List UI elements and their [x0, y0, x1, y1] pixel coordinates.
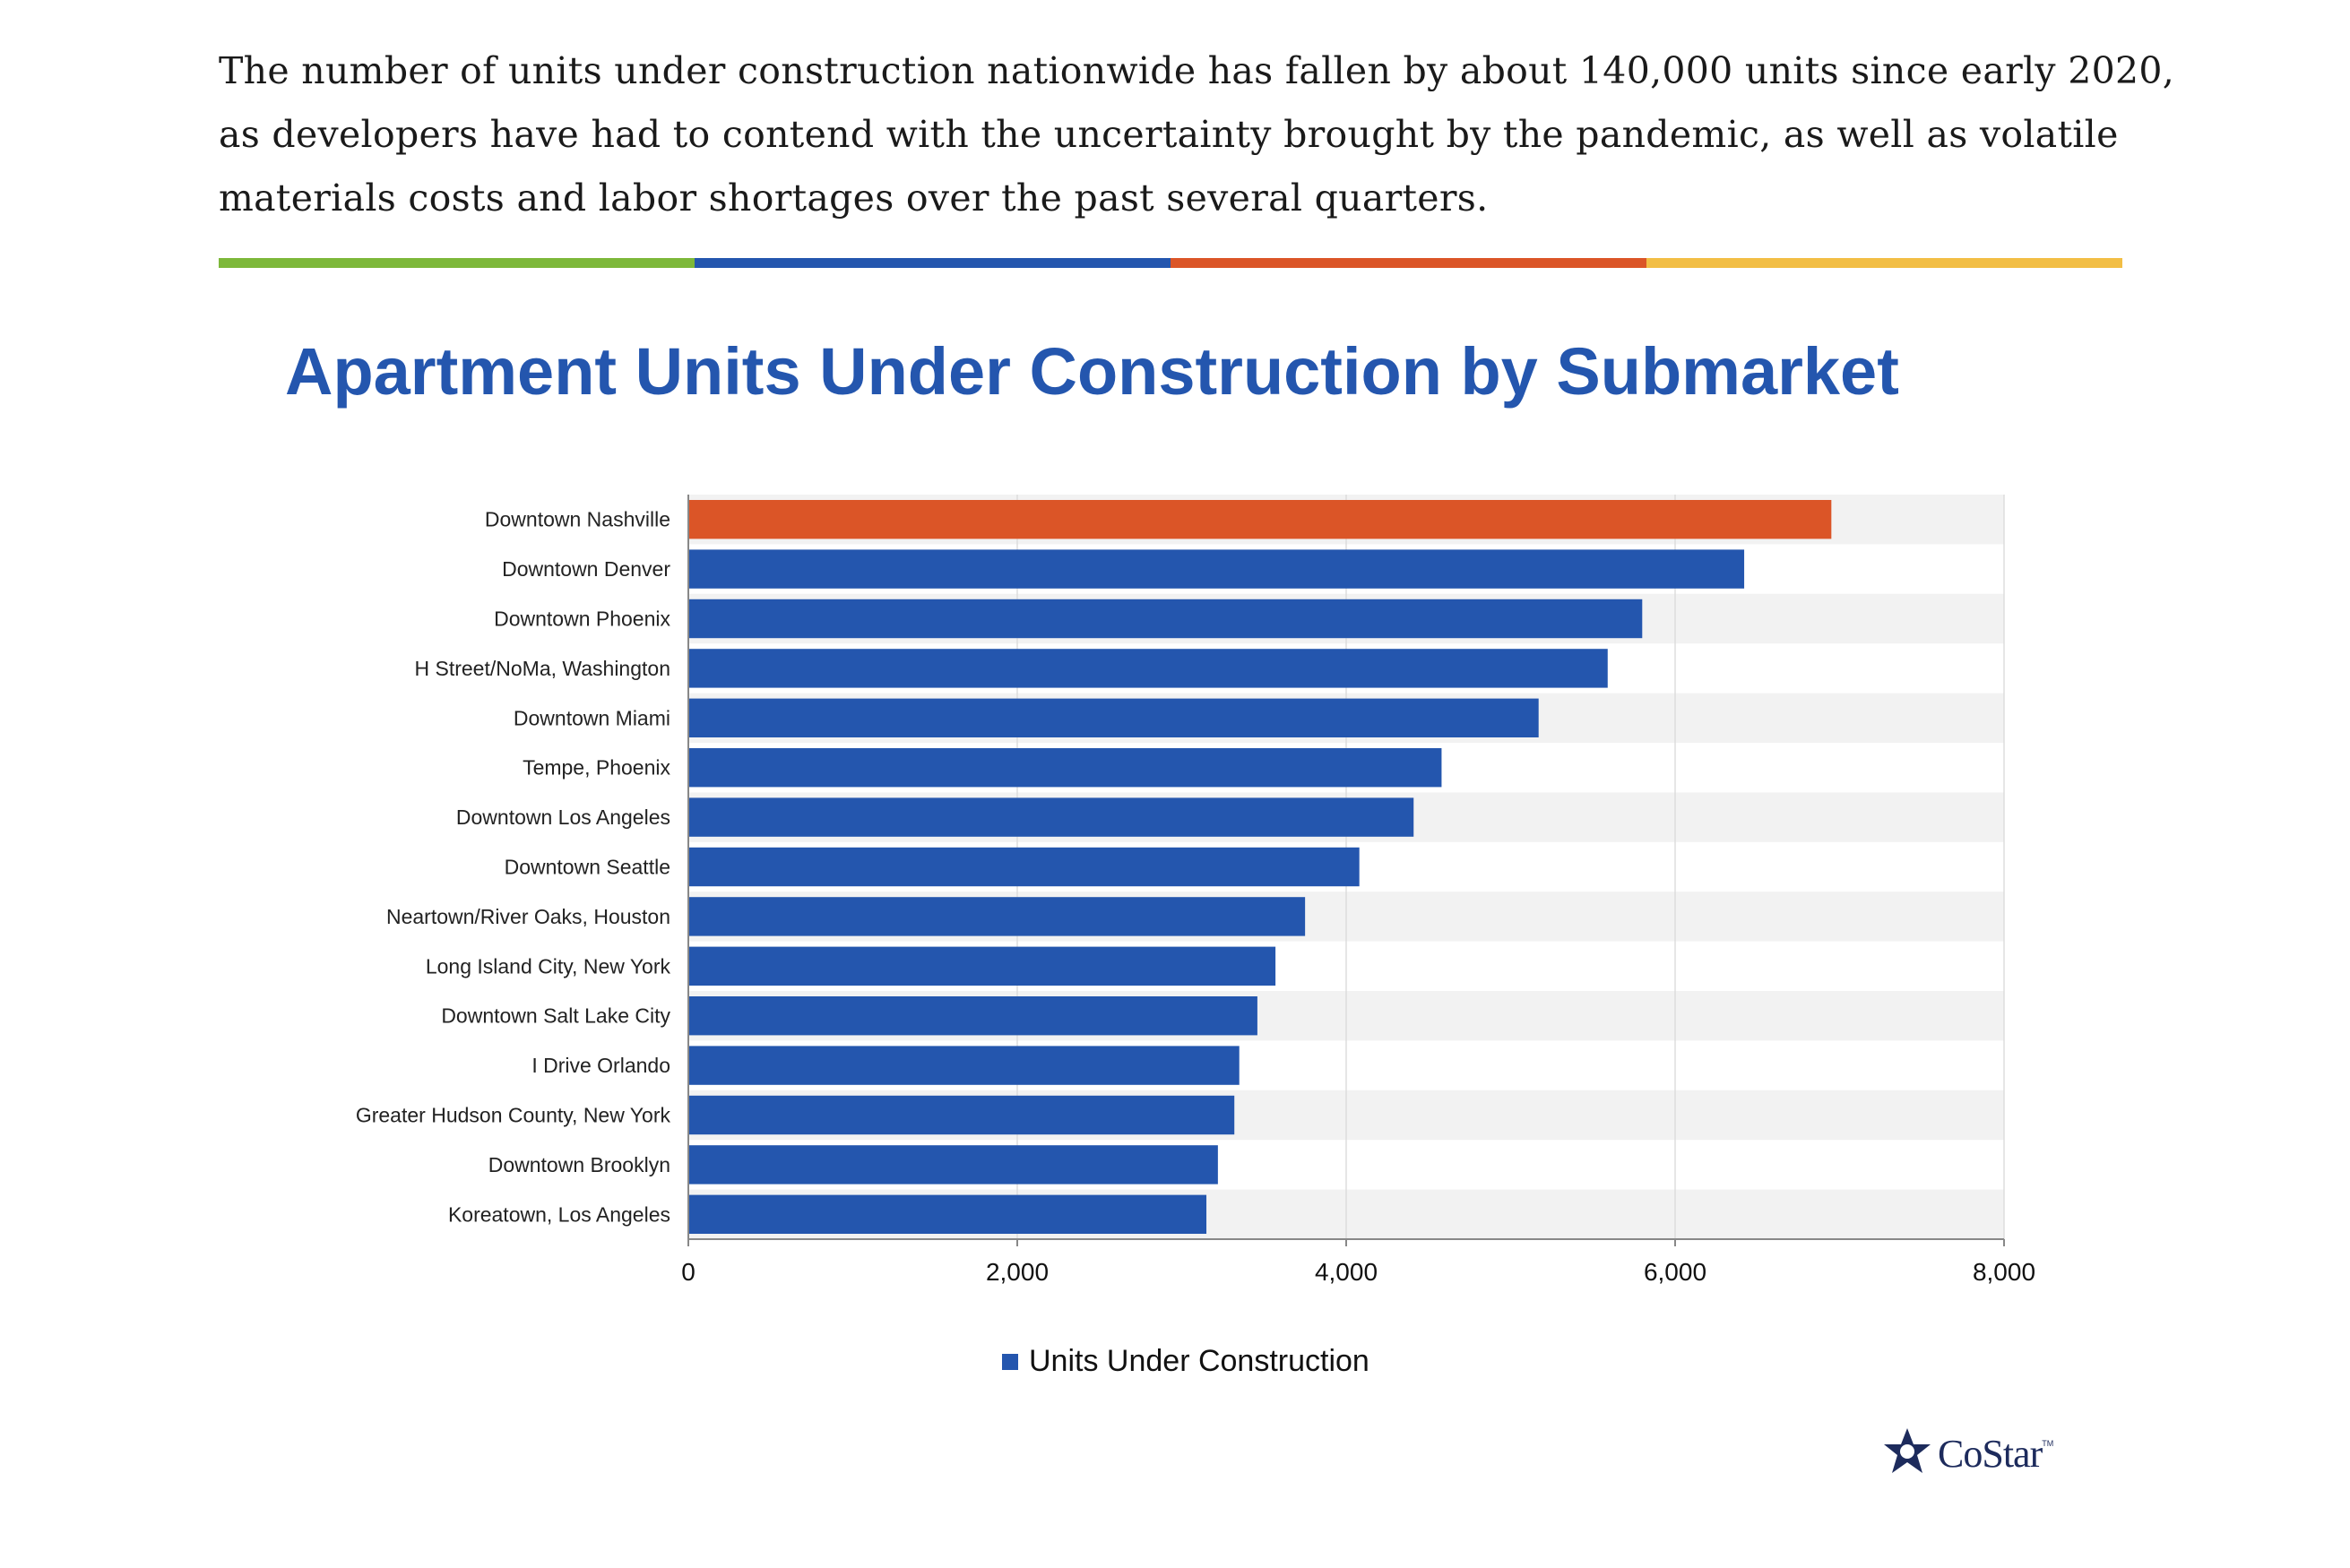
divider-segment-yellow: [1646, 258, 2122, 268]
category-label: Downtown Los Angeles: [456, 806, 670, 829]
divider-segment-blue: [695, 258, 1171, 268]
bar: [688, 996, 1257, 1036]
costar-star-icon: [1884, 1428, 1931, 1473]
intro-paragraph: The number of units under construction n…: [219, 49, 2175, 220]
category-label: Tempe, Phoenix: [523, 756, 670, 780]
bar: [688, 1145, 1218, 1185]
bar: [688, 1194, 1207, 1234]
category-label: Greater Hudson County, New York: [356, 1104, 671, 1127]
costar-logo: CoStar TM: [1882, 1426, 2053, 1480]
bar: [688, 797, 1414, 837]
bar: [688, 847, 1360, 887]
logo-tm: TM: [2042, 1439, 2054, 1448]
bar: [688, 698, 1539, 737]
bar: [688, 1095, 1235, 1135]
category-label: Downtown Salt Lake City: [441, 1004, 670, 1028]
x-tick-label: 6,000: [1644, 1258, 1706, 1286]
legend-label: Units Under Construction: [1029, 1344, 1369, 1378]
category-label: H Street/NoMa, Washington: [415, 657, 671, 680]
bar: [688, 946, 1276, 986]
color-divider: [219, 258, 2122, 268]
category-label: Long Island City, New York: [426, 954, 671, 978]
x-tick-label: 0: [681, 1258, 695, 1286]
category-label: Koreatown, Los Angeles: [448, 1202, 670, 1226]
category-label: Downtown Miami: [514, 706, 670, 729]
category-label: Downtown Denver: [502, 557, 670, 581]
x-tick-label: 2,000: [986, 1258, 1049, 1286]
bar: [688, 649, 1608, 688]
category-label: I Drive Orlando: [531, 1054, 670, 1077]
logo-text: CoStar: [1938, 1431, 2043, 1476]
bar: [688, 599, 1643, 639]
category-label: Downtown Seattle: [505, 856, 670, 879]
x-tick-label: 4,000: [1315, 1258, 1378, 1286]
category-label: Downtown Nashville: [485, 508, 670, 531]
bar: [688, 500, 1832, 539]
divider-segment-orange: [1171, 258, 1646, 268]
chart-title: Apartment Units Under Construction by Su…: [285, 334, 1899, 409]
bar: [688, 897, 1306, 936]
legend-swatch: [1002, 1353, 1018, 1370]
x-tick-label: 8,000: [1973, 1258, 2035, 1286]
category-label: Downtown Brooklyn: [488, 1153, 670, 1176]
bar: [688, 748, 1442, 788]
divider-segment-green: [219, 258, 695, 268]
category-label: Downtown Phoenix: [494, 607, 670, 631]
bar: [688, 549, 1745, 589]
bar: [688, 1046, 1240, 1085]
chart-legend: Units Under Construction: [1002, 1344, 1369, 1379]
category-label: Neartown/River Oaks, Houston: [386, 905, 670, 928]
